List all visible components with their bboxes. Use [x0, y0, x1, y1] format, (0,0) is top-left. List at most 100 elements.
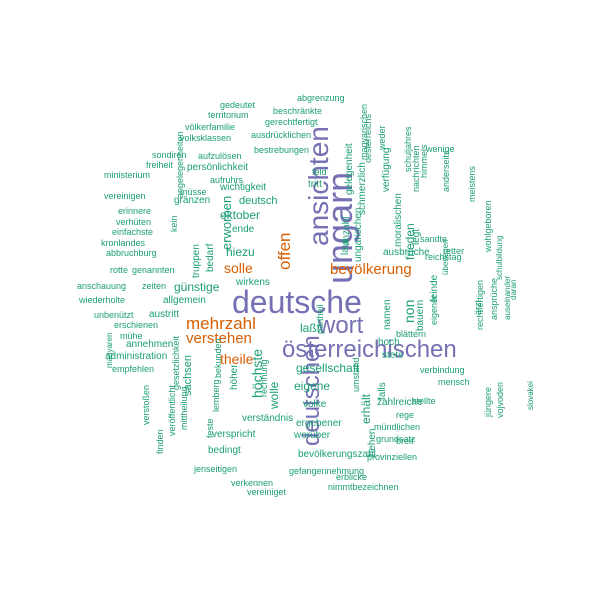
cloud-word: laßt	[300, 321, 321, 335]
cloud-word: meistens	[467, 165, 477, 202]
cloud-word: gelegenheit	[344, 143, 355, 195]
cloud-word: finden	[155, 429, 165, 454]
cloud-word: eigene	[294, 379, 331, 393]
cloud-word: annehmen	[126, 339, 174, 350]
cloud-word: aufruhrs	[210, 175, 244, 185]
cloud-word: austritt	[149, 309, 180, 320]
cloud-word: verhüten	[116, 217, 152, 227]
cloud-word: gesellschaft	[296, 361, 360, 375]
cloud-word: ausdrücklichen	[251, 130, 312, 140]
cloud-word: ungarischen	[353, 207, 364, 262]
cloud-word: rotte	[110, 265, 129, 275]
cloud-word: bauern	[415, 299, 426, 331]
cloud-word: wolle	[267, 381, 281, 409]
cloud-word: magyaren	[105, 332, 114, 368]
cloud-word: volke	[303, 399, 327, 410]
cloud-word: deutsche	[232, 284, 362, 320]
cloud-word: allgemein	[163, 295, 206, 306]
cloud-word: slovakei	[526, 381, 535, 410]
cloud-word: unbenützt	[94, 310, 134, 320]
cloud-word: wenige	[426, 144, 455, 154]
cloud-word: breit	[396, 436, 414, 446]
cloud-word: ausbruche	[383, 247, 430, 258]
cloud-word: verständnis	[242, 413, 294, 424]
cloud-word: ansprüche	[489, 277, 499, 320]
cloud-word: ziehen	[367, 428, 378, 458]
cloud-word: gränzen	[174, 195, 211, 206]
cloud-word: erinnere	[118, 206, 152, 216]
cloud-word: theile	[220, 351, 254, 367]
cloud-word: vereiniget	[247, 487, 287, 497]
cloud-word: rege	[396, 410, 415, 420]
cloud-word: nimmtbezeichnen	[328, 482, 399, 492]
cloud-word: weder	[377, 125, 387, 150]
cloud-word: mühe	[120, 331, 143, 341]
cloud-word: bedarf	[205, 243, 216, 272]
cloud-word: zeiten	[142, 281, 167, 291]
cloud-word: verkennen	[231, 478, 274, 488]
cloud-word: administration	[105, 351, 168, 362]
cloud-word: abbruchburg	[106, 248, 157, 258]
cloud-word: erblicke	[336, 472, 368, 482]
cloud-word: beschränkte	[273, 106, 323, 116]
cloud-word: höher	[229, 364, 240, 390]
cloud-word: genannten	[132, 265, 175, 275]
cloud-word: ergebener	[296, 418, 342, 429]
cloud-word: bevölkerung	[330, 261, 412, 278]
cloud-word: kein	[169, 215, 179, 232]
cloud-word: österreichischen	[282, 336, 457, 363]
cloud-word: wort	[318, 312, 364, 339]
cloud-word: verstehen	[186, 330, 252, 347]
cloud-word: erhält	[359, 393, 373, 424]
cloud-word: laut	[340, 238, 351, 255]
cloud-word: mensch	[438, 377, 470, 387]
cloud-word: verbindung	[420, 365, 465, 375]
cloud-word: grundsatz	[376, 434, 416, 444]
cloud-word: angelegenheiten	[175, 131, 185, 198]
cloud-word: gerechtfertigt	[265, 117, 318, 127]
cloud-word: worüber	[294, 430, 331, 441]
cloud-word: volksklassen	[180, 133, 232, 143]
cloud-word: ende	[232, 224, 255, 235]
cloud-word: gesetzlichkeit	[171, 335, 181, 390]
cloud-word: nachrichten	[411, 145, 421, 192]
cloud-word: oesterreichs	[363, 113, 373, 163]
cloud-word: schulbildung	[495, 235, 504, 280]
cloud-word: hiezu	[226, 245, 255, 259]
cloud-word: bedingt	[208, 445, 241, 456]
cloud-word: reichstag	[425, 252, 462, 262]
cloud-word: müsse	[180, 187, 207, 197]
cloud-word: non	[401, 299, 417, 323]
cloud-word: jenseitigen	[194, 464, 238, 474]
cloud-word: persönlichkeit	[187, 162, 249, 173]
cloud-word: jüngere	[483, 386, 493, 417]
cloud-word: gefangennehmung	[289, 466, 365, 476]
cloud-word: ministerium	[104, 170, 151, 180]
cloud-word: zahlreiche	[377, 397, 423, 408]
cloud-word: abgrenzung	[297, 93, 345, 103]
cloud-word: feinde	[429, 274, 440, 302]
cloud-word: veröffentlicht	[167, 385, 177, 436]
cloud-word: vojvoden	[495, 381, 505, 418]
cloud-word: bevölkerungszahl	[298, 449, 376, 460]
cloud-word: aufzulösen	[198, 151, 242, 161]
cloud-word: kronlandes	[101, 238, 146, 248]
cloud-word: überlegen	[441, 239, 450, 275]
cloud-word: wiederholte	[79, 295, 126, 305]
cloud-word: völkerfamilie	[185, 122, 236, 132]
cloud-word: lemberg	[211, 379, 221, 412]
cloud-word: umstand	[351, 357, 361, 392]
cloud-word: himmels	[419, 144, 429, 178]
cloud-word: erschienen	[114, 320, 159, 330]
cloud-word: tritt	[308, 179, 322, 190]
cloud-word: anschauung	[77, 281, 127, 291]
cloud-word: verfügung	[381, 147, 392, 192]
cloud-word: anderseits	[441, 150, 451, 192]
cloud-word: namen	[382, 299, 393, 330]
cloud-word: hoch	[378, 337, 400, 348]
cloud-word: erworben	[219, 195, 234, 250]
cloud-word: stets	[382, 350, 404, 361]
cloud-word: stellte	[412, 396, 436, 406]
cloud-word: freiheit	[146, 160, 174, 170]
cloud-word: rechtfertigen	[475, 279, 485, 330]
